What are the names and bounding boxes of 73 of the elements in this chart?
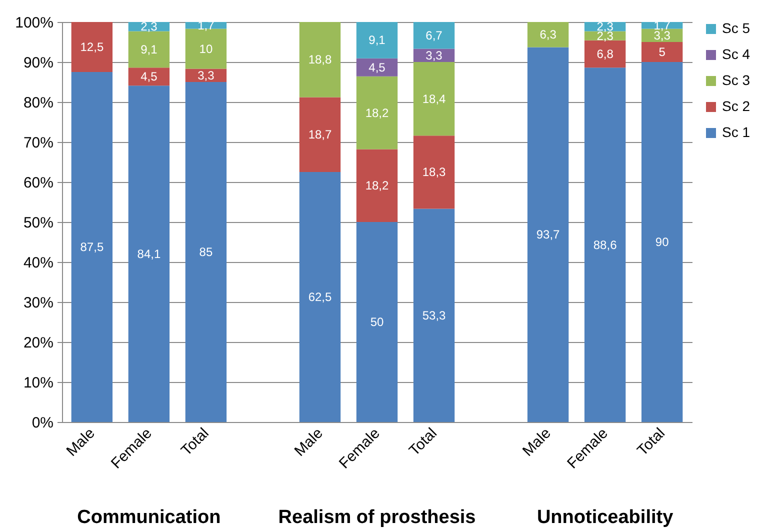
data-label: 9,1 xyxy=(368,33,386,48)
data-label: 18,4 xyxy=(422,92,446,106)
data-label: 18,3 xyxy=(422,165,446,180)
y-tick-label: 10% xyxy=(23,374,54,392)
legend-label: Sc 3 xyxy=(722,72,750,88)
data-label: 18,8 xyxy=(308,52,332,67)
data-label: 5 xyxy=(658,45,666,59)
legend-label: Sc 2 xyxy=(722,98,750,114)
data-label: 6,7 xyxy=(426,28,443,42)
data-label: 90 xyxy=(655,235,670,249)
bar xyxy=(584,68,626,422)
data-label: 84,1 xyxy=(137,246,161,261)
bar xyxy=(527,47,569,422)
y-tick-label: 50% xyxy=(23,214,54,232)
bar xyxy=(413,22,455,49)
data-label: 62,5 xyxy=(308,290,332,304)
data-label: 50 xyxy=(370,315,384,329)
y-tick-label: 100% xyxy=(15,14,54,32)
bar xyxy=(185,22,227,29)
data-label: 18,2 xyxy=(365,178,389,193)
bar xyxy=(356,149,398,222)
bar xyxy=(299,22,341,98)
bar xyxy=(128,86,170,422)
legend-label: Sc 4 xyxy=(722,46,750,62)
bar xyxy=(356,222,398,422)
y-tick-label: 80% xyxy=(23,94,54,112)
bar xyxy=(185,82,227,422)
bar xyxy=(641,62,683,422)
bar xyxy=(413,136,455,209)
data-label: 18,2 xyxy=(365,106,389,120)
data-label: 53,3 xyxy=(422,308,446,322)
bar xyxy=(356,76,398,150)
y-tick-label: 30% xyxy=(23,294,54,312)
bar xyxy=(413,62,455,136)
bar xyxy=(641,22,683,29)
data-label: 6,3 xyxy=(540,28,557,42)
data-label: 18,7 xyxy=(308,128,332,142)
data-label: 9,1 xyxy=(140,42,158,56)
data-label: 10 xyxy=(199,42,213,56)
y-tick-label: 60% xyxy=(23,174,54,192)
bar xyxy=(413,208,455,422)
bar xyxy=(71,22,113,72)
data-label: 85 xyxy=(199,245,213,259)
data-label: 87,5 xyxy=(80,240,104,254)
data-label: 12,5 xyxy=(80,40,104,54)
bar xyxy=(299,172,341,422)
bar xyxy=(356,58,398,76)
data-label: 4,5 xyxy=(368,60,386,74)
legend-label: Sc 5 xyxy=(722,20,750,36)
text: Unnoticeability xyxy=(536,507,674,528)
bar xyxy=(584,40,626,68)
y-tick-label: 0% xyxy=(32,414,54,432)
bar xyxy=(356,22,398,58)
data-label: 3,3 xyxy=(198,68,215,82)
bar xyxy=(299,97,341,172)
bar xyxy=(128,68,170,86)
y-tick-label: 90% xyxy=(23,54,54,72)
data-label: 93,7 xyxy=(536,228,560,242)
bar xyxy=(641,42,683,62)
data-label: 2,3 xyxy=(140,20,158,34)
data-label: 88,6 xyxy=(593,238,618,252)
text: Realism of prosthesis xyxy=(278,507,476,528)
y-tick-label: 20% xyxy=(23,334,54,352)
legend-label: Sc 1 xyxy=(722,124,750,140)
y-tick-label: 70% xyxy=(23,134,54,152)
bar xyxy=(128,31,170,68)
y-tick-label: 40% xyxy=(23,254,54,272)
text: Communication xyxy=(77,507,221,528)
bar xyxy=(71,72,113,422)
data-label: 4,5 xyxy=(140,70,158,84)
data-label: 6,8 xyxy=(596,47,614,61)
data-label: 3,3 xyxy=(426,48,443,62)
bar xyxy=(527,22,569,48)
